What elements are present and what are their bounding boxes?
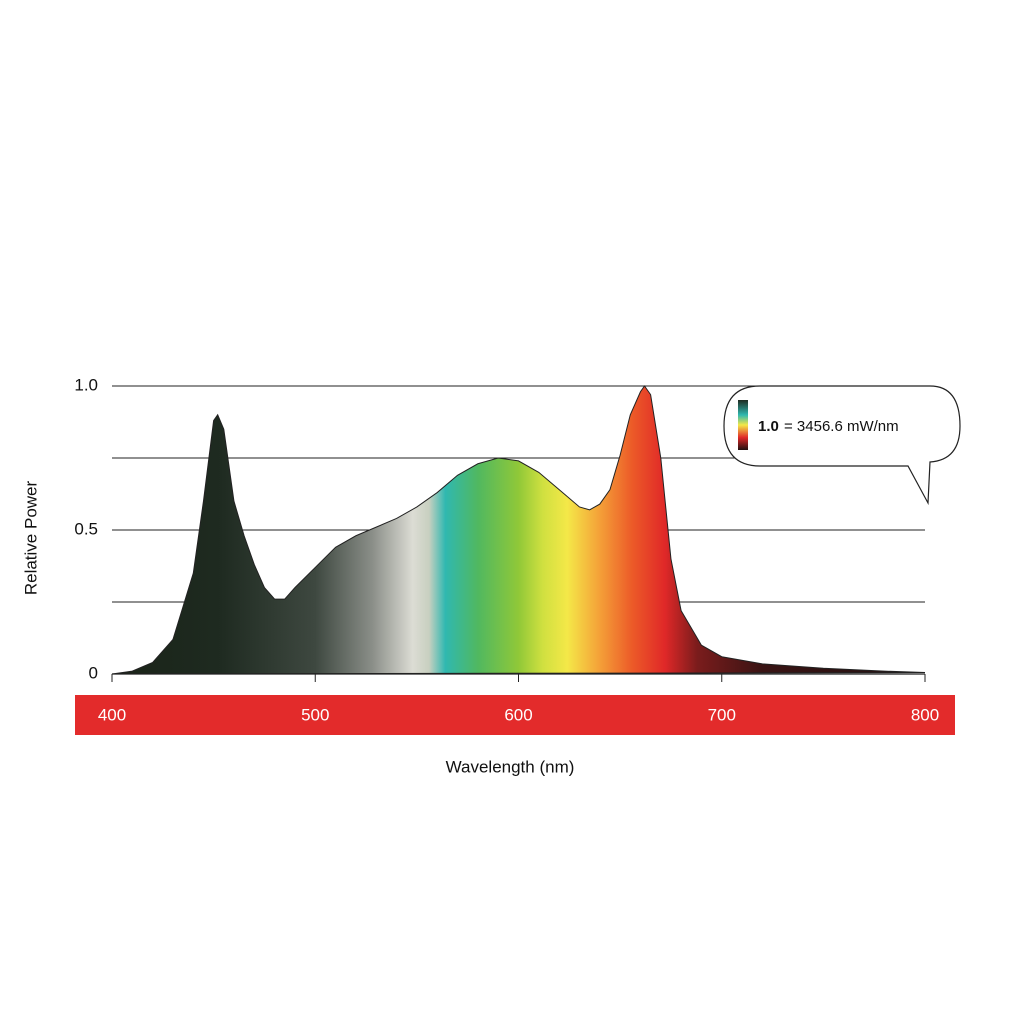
axis-band: [75, 695, 955, 735]
x-tick-label: 400: [98, 705, 126, 724]
x-tick-label: 700: [708, 705, 736, 724]
x-tick-label: 500: [301, 705, 329, 724]
y-tick-label: 0.5: [74, 519, 98, 538]
x-tick-label: 800: [911, 705, 939, 724]
legend-value: 1.0: [758, 418, 779, 435]
y-tick-label: 0: [89, 663, 98, 682]
y-axis-label: Relative Power: [21, 480, 40, 595]
legend-color-bar: [738, 400, 748, 450]
legend-text: = 3456.6 mW/nm: [784, 418, 899, 435]
y-tick-label: 1.0: [74, 375, 98, 394]
x-tick-label: 600: [504, 705, 532, 724]
spectrum-area: [111, 385, 926, 675]
x-axis-label: Wavelength (nm): [446, 757, 575, 776]
legend-bubble: [723, 385, 961, 506]
ticks: 1.0 0.5 0 400 500 600 700 800: [74, 375, 939, 724]
